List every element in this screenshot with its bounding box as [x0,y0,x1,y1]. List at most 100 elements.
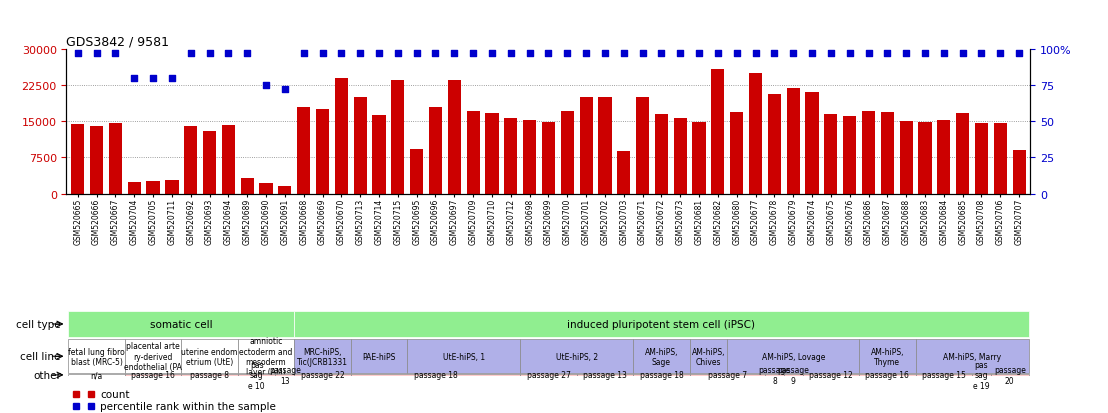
Text: AM-hiPS,
Chives: AM-hiPS, Chives [691,347,726,366]
Point [935,50,953,57]
Bar [636,98,649,194]
Bar [655,114,668,194]
Bar [843,116,856,194]
Text: placental arte
ry-derived
endothelial (PA: placental arte ry-derived endothelial (P… [124,342,182,371]
Text: UtE-hiPS, 1: UtE-hiPS, 1 [443,352,485,361]
Bar [278,186,291,194]
Point [276,87,294,93]
Text: UtE-hiPS, 2: UtE-hiPS, 2 [555,352,597,361]
Bar [579,98,593,194]
Text: count: count [100,389,130,399]
Point [634,50,652,57]
Text: passage 15: passage 15 [922,370,966,380]
FancyBboxPatch shape [182,339,238,373]
Bar [448,81,461,194]
Bar [749,74,762,194]
Bar [429,107,442,194]
Point [747,50,765,57]
Bar [768,95,781,194]
FancyBboxPatch shape [125,374,182,376]
Text: percentile rank within the sample: percentile rank within the sample [100,401,276,411]
Point [784,50,802,57]
Point [351,50,369,57]
Point [502,50,520,57]
FancyBboxPatch shape [351,339,408,373]
Point [464,50,482,57]
Point [125,75,143,82]
Text: passage
9: passage 9 [778,366,809,385]
FancyBboxPatch shape [69,339,125,373]
Bar [937,121,951,194]
Point [144,75,162,82]
Point [314,50,331,57]
FancyBboxPatch shape [972,374,991,376]
Point [332,50,350,57]
FancyBboxPatch shape [295,311,1028,337]
Point [1010,50,1028,57]
FancyBboxPatch shape [727,339,859,373]
Point [615,50,633,57]
Point [841,50,859,57]
Bar [806,93,819,194]
Bar [994,123,1007,194]
Bar [203,131,216,194]
Text: pas
sag
e 10: pas sag e 10 [248,360,265,390]
Text: cell type: cell type [17,319,61,329]
Point [295,50,312,57]
Bar [184,127,197,194]
Bar [165,180,178,194]
Text: induced pluripotent stem cell (iPSC): induced pluripotent stem cell (iPSC) [567,319,756,329]
Point [370,50,388,57]
Text: passage 7: passage 7 [708,370,747,380]
Bar [353,98,367,194]
FancyBboxPatch shape [991,374,1028,376]
Bar [561,111,574,194]
Bar [598,98,612,194]
Bar [316,110,329,194]
Text: passage 27: passage 27 [526,370,571,380]
Text: other: other [33,370,61,380]
Bar [542,123,555,194]
Point [445,50,463,57]
Bar [919,122,932,194]
Point [690,50,708,57]
FancyBboxPatch shape [276,374,295,376]
FancyBboxPatch shape [689,374,765,376]
Bar [504,119,517,194]
Text: n/a: n/a [91,370,103,380]
Point [992,50,1009,57]
Text: passage
8: passage 8 [759,366,790,385]
Bar [730,113,743,194]
Text: pas
sag
e 19: pas sag e 19 [973,360,989,390]
Bar [109,123,122,194]
FancyBboxPatch shape [633,374,689,376]
Text: amniotic
ectoderm and
mesoderm
layer (AM): amniotic ectoderm and mesoderm layer (AM… [239,336,293,376]
Point [860,50,878,57]
Point [106,50,124,57]
Bar [127,182,141,194]
Bar [391,81,404,194]
Bar [410,150,423,194]
Text: cell line: cell line [20,351,61,361]
FancyBboxPatch shape [408,339,521,373]
Text: GDS3842 / 9581: GDS3842 / 9581 [66,36,170,48]
Point [709,50,727,57]
Bar [259,183,273,194]
Point [408,50,425,57]
FancyBboxPatch shape [238,374,276,376]
Point [728,50,746,57]
Text: AM-hiPS,
Sage: AM-hiPS, Sage [645,347,678,366]
FancyBboxPatch shape [521,339,633,373]
Point [803,50,821,57]
Text: passage 12: passage 12 [809,370,853,380]
Text: passage 16: passage 16 [131,370,175,380]
Point [182,50,199,57]
Bar [862,112,875,194]
Text: passage 18: passage 18 [639,370,684,380]
Point [69,50,86,57]
FancyBboxPatch shape [351,374,521,376]
Point [596,50,614,57]
FancyBboxPatch shape [689,339,727,373]
Point [879,50,896,57]
Point [954,50,972,57]
